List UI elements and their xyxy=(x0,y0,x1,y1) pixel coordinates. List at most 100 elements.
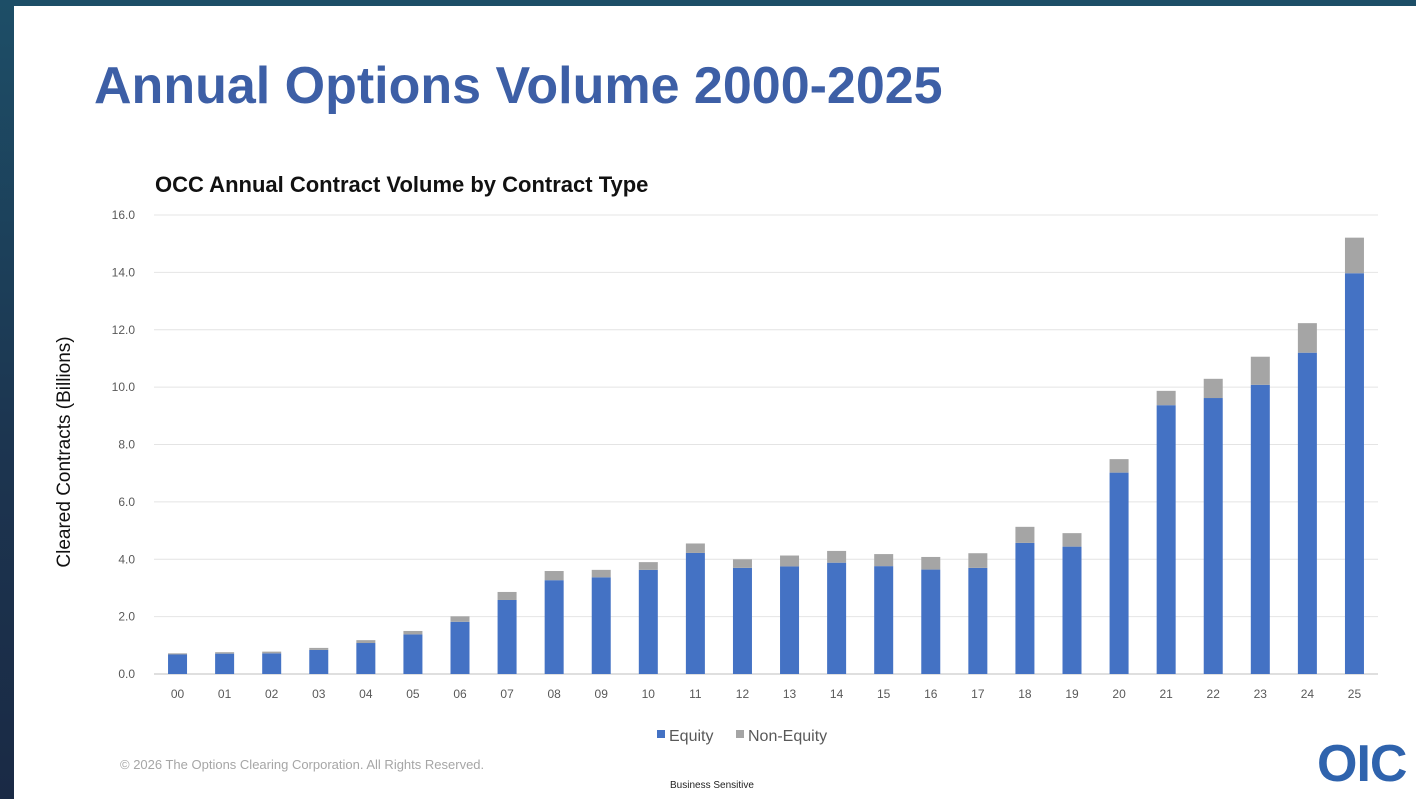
legend-swatch-equity xyxy=(657,730,665,738)
x-tick-label: 10 xyxy=(642,687,656,701)
x-axis-ticks: 00 01 02 03 04 05 06 07 08 09 10 11 12 13 14 15 16 17 18 19… xyxy=(171,687,1362,701)
bar-non-equity xyxy=(450,616,470,622)
bar-equity xyxy=(827,562,847,674)
x-tick-label: 24 xyxy=(1301,687,1315,701)
y-tick-label: 14.0 xyxy=(112,265,136,279)
bar-equity xyxy=(1156,405,1176,674)
x-tick-label: 14 xyxy=(830,687,844,701)
x-tick-label: 04 xyxy=(359,687,373,701)
bar-equity xyxy=(780,566,800,674)
sensitivity-label: Business Sensitive xyxy=(670,780,754,791)
y-tick-label: 0.0 xyxy=(118,667,135,681)
x-tick-label: 13 xyxy=(783,687,797,701)
y-tick-label: 12.0 xyxy=(112,323,136,337)
bar-equity xyxy=(356,643,376,674)
gridlines xyxy=(154,214,1378,675)
x-tick-label: 16 xyxy=(924,687,938,701)
bar-non-equity xyxy=(732,559,752,568)
bar-equity xyxy=(215,653,235,674)
bar-non-equity xyxy=(591,569,611,578)
bar-non-equity xyxy=(309,647,329,650)
bar-non-equity xyxy=(544,571,564,581)
bar-non-equity xyxy=(215,652,235,654)
bar-equity xyxy=(262,653,282,674)
legend-label-equity: Equity xyxy=(669,728,713,745)
bar-non-equity xyxy=(968,553,988,568)
bar-non-equity xyxy=(1062,533,1082,547)
bar-equity xyxy=(1344,273,1364,674)
bar-equity xyxy=(403,634,423,674)
bar-non-equity xyxy=(685,543,705,553)
x-tick-label: 00 xyxy=(171,687,185,701)
x-tick-label: 22 xyxy=(1207,687,1221,701)
bar-equity xyxy=(309,649,329,674)
bar-equity xyxy=(1015,542,1035,674)
y-tick-label: 2.0 xyxy=(118,610,135,624)
bar-non-equity xyxy=(827,550,847,563)
x-tick-label: 03 xyxy=(312,687,326,701)
y-tick-label: 16.0 xyxy=(112,208,136,222)
x-tick-label: 11 xyxy=(689,687,702,701)
bar-equity xyxy=(450,621,470,674)
x-tick-label: 18 xyxy=(1018,687,1032,701)
x-tick-label: 23 xyxy=(1254,687,1268,701)
bar-non-equity xyxy=(874,554,894,567)
x-tick-label: 20 xyxy=(1112,687,1126,701)
x-tick-label: 15 xyxy=(877,687,891,701)
bar-equity xyxy=(732,567,752,674)
y-axis-ticks: 0.0 2.0 4.0 6.0 8.0 10.0 12.0 14.0 16.0 xyxy=(112,208,136,681)
bar-equity xyxy=(497,599,517,674)
x-tick-label: 21 xyxy=(1159,687,1173,701)
bar-non-equity xyxy=(638,562,658,570)
x-tick-label: 06 xyxy=(453,687,467,701)
bar-equity xyxy=(1109,472,1129,674)
bar-equity xyxy=(638,569,658,674)
x-tick-label: 07 xyxy=(500,687,514,701)
bar-non-equity xyxy=(1297,323,1317,353)
bar-equity xyxy=(544,580,564,674)
bar-non-equity xyxy=(780,555,800,567)
bar-equity xyxy=(1250,384,1270,674)
bar-non-equity xyxy=(262,651,282,654)
bar-equity xyxy=(685,552,705,674)
bar-non-equity xyxy=(168,653,188,655)
stacked-bar-chart: OCC Annual Contract Volume by Contract T… xyxy=(54,172,1378,745)
bar-equity xyxy=(1297,352,1317,674)
x-tick-label: 17 xyxy=(971,687,985,701)
y-tick-label: 6.0 xyxy=(118,495,135,509)
bar-equity xyxy=(1203,398,1223,674)
bar-equity xyxy=(968,567,988,674)
bar-non-equity xyxy=(1250,356,1270,385)
bar-equity xyxy=(168,654,188,674)
bar-equity xyxy=(1062,546,1082,674)
legend-label-non-equity: Non-Equity xyxy=(748,728,827,745)
y-tick-label: 8.0 xyxy=(118,438,135,452)
x-tick-label: 01 xyxy=(218,687,232,701)
bar-non-equity xyxy=(497,591,517,600)
slide-title: Annual Options Volume 2000-2025 xyxy=(94,57,943,115)
bar-equity xyxy=(874,566,894,674)
x-tick-label: 05 xyxy=(406,687,420,701)
y-tick-label: 4.0 xyxy=(118,552,135,566)
bar-non-equity xyxy=(356,640,376,644)
x-tick-label: 02 xyxy=(265,687,279,701)
y-axis-label: Cleared Contracts (Billions) xyxy=(54,336,75,567)
bars xyxy=(168,237,1364,674)
x-tick-label: 08 xyxy=(547,687,561,701)
bar-equity xyxy=(591,577,611,674)
x-tick-label: 12 xyxy=(736,687,750,701)
bar-non-equity xyxy=(403,630,423,635)
oic-logo: OIC xyxy=(1317,735,1407,793)
legend: Equity Non-Equity xyxy=(657,728,827,745)
y-tick-label: 10.0 xyxy=(112,380,136,394)
bar-non-equity xyxy=(921,556,941,570)
bar-non-equity xyxy=(1109,459,1129,473)
x-tick-label: 25 xyxy=(1348,687,1362,701)
bar-non-equity xyxy=(1344,237,1364,274)
copyright-text: © 2026 The Options Clearing Corporation.… xyxy=(120,757,485,772)
bar-non-equity xyxy=(1156,390,1176,406)
slide: Annual Options Volume 2000-2025 OCC Annu… xyxy=(14,6,1416,799)
bar-non-equity xyxy=(1203,378,1223,399)
legend-swatch-non-equity xyxy=(736,730,744,738)
chart-title: OCC Annual Contract Volume by Contract T… xyxy=(155,172,648,197)
